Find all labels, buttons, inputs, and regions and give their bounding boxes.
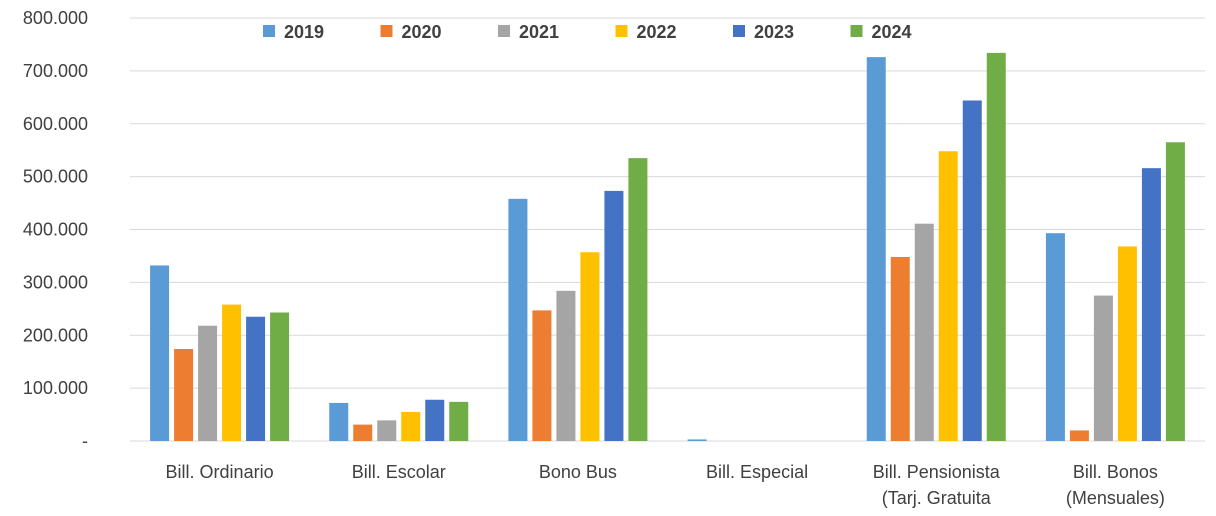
x-category-label: Bill. Escolar bbox=[352, 462, 446, 482]
bar-2022-5 bbox=[1117, 246, 1137, 441]
x-category-label: (Mensuales) bbox=[1066, 488, 1165, 508]
bar-2023-5 bbox=[1141, 168, 1161, 442]
bar-2023-4 bbox=[962, 100, 982, 442]
legend-label: 2022 bbox=[637, 22, 677, 42]
bar-2019-3 bbox=[687, 439, 707, 441]
bar-2019-4 bbox=[866, 57, 886, 441]
bar-2023-1 bbox=[425, 399, 445, 441]
bar-2020-2 bbox=[532, 310, 552, 441]
y-tick-label: 500.000 bbox=[23, 167, 88, 187]
x-category-label: Bill. Bonos bbox=[1073, 462, 1158, 482]
y-tick-label: 800.000 bbox=[23, 8, 88, 28]
bar-2019-1 bbox=[329, 402, 349, 441]
legend-swatch-2022 bbox=[615, 25, 628, 37]
bar-2020-5 bbox=[1069, 430, 1089, 441]
bar-2024-1 bbox=[449, 401, 469, 441]
y-axis-ticks: - 100.000 200.000 300.000 400.000 500.000 600.… bbox=[23, 8, 88, 451]
legend-swatch-2019 bbox=[263, 25, 275, 37]
bar-2019-2 bbox=[508, 198, 528, 441]
legend-swatch-2020 bbox=[380, 25, 393, 37]
bar-2019-5 bbox=[1045, 233, 1065, 441]
legend-swatch-2021 bbox=[498, 25, 510, 37]
legend-label: 2019 bbox=[284, 22, 324, 42]
bar-2021-5 bbox=[1093, 295, 1113, 441]
bar-2020-4 bbox=[890, 256, 910, 441]
bar-2021-2 bbox=[556, 290, 576, 441]
legend: 2019 2020 2021 2022 2023 2024 bbox=[263, 22, 912, 42]
legend-label: 2024 bbox=[872, 22, 912, 42]
bar-2024-4 bbox=[986, 52, 1006, 442]
gridlines bbox=[130, 17, 1205, 442]
y-tick-label: 700.000 bbox=[23, 61, 88, 81]
bar-2022-0 bbox=[222, 304, 242, 441]
y-tick-label: - bbox=[82, 431, 88, 451]
bar-2019-0 bbox=[150, 265, 170, 441]
y-tick-label: 100.000 bbox=[23, 378, 88, 398]
bar-2024-0 bbox=[270, 312, 290, 441]
x-category-label: (Tarj. Gratuita bbox=[882, 488, 992, 508]
x-category-label: Bill. Especial bbox=[706, 462, 808, 482]
bar-2024-5 bbox=[1165, 142, 1185, 441]
bar-2023-2 bbox=[604, 190, 624, 441]
bar-2023-0 bbox=[246, 316, 266, 441]
bar-2021-1 bbox=[377, 420, 397, 441]
y-tick-label: 400.000 bbox=[23, 220, 88, 240]
bar-2022-2 bbox=[580, 252, 600, 441]
bar-2022-4 bbox=[938, 151, 958, 441]
x-axis-labels: Bill. Ordinario Bill. Escolar Bono Bus Bill… bbox=[166, 462, 1165, 508]
bar-2024-2 bbox=[628, 158, 648, 441]
legend-label: 2023 bbox=[754, 22, 794, 42]
y-tick-label: 600.000 bbox=[23, 114, 88, 134]
y-tick-label: 300.000 bbox=[23, 272, 88, 292]
bar-2021-0 bbox=[198, 325, 218, 441]
x-category-label: Bono Bus bbox=[539, 462, 617, 482]
y-tick-label: 200.000 bbox=[23, 325, 88, 345]
bar-2021-4 bbox=[914, 223, 934, 441]
bar-2020-1 bbox=[353, 424, 373, 441]
legend-swatch-2024 bbox=[850, 25, 863, 37]
bar-2020-0 bbox=[174, 348, 194, 441]
bar-2022-1 bbox=[401, 411, 421, 441]
x-category-label: Bill. Pensionista bbox=[873, 462, 1001, 482]
legend-label: 2020 bbox=[402, 22, 442, 42]
legend-label: 2021 bbox=[519, 22, 559, 42]
x-category-label: Bill. Ordinario bbox=[166, 462, 274, 482]
legend-swatch-2023 bbox=[733, 25, 745, 37]
bars bbox=[150, 52, 1185, 442]
